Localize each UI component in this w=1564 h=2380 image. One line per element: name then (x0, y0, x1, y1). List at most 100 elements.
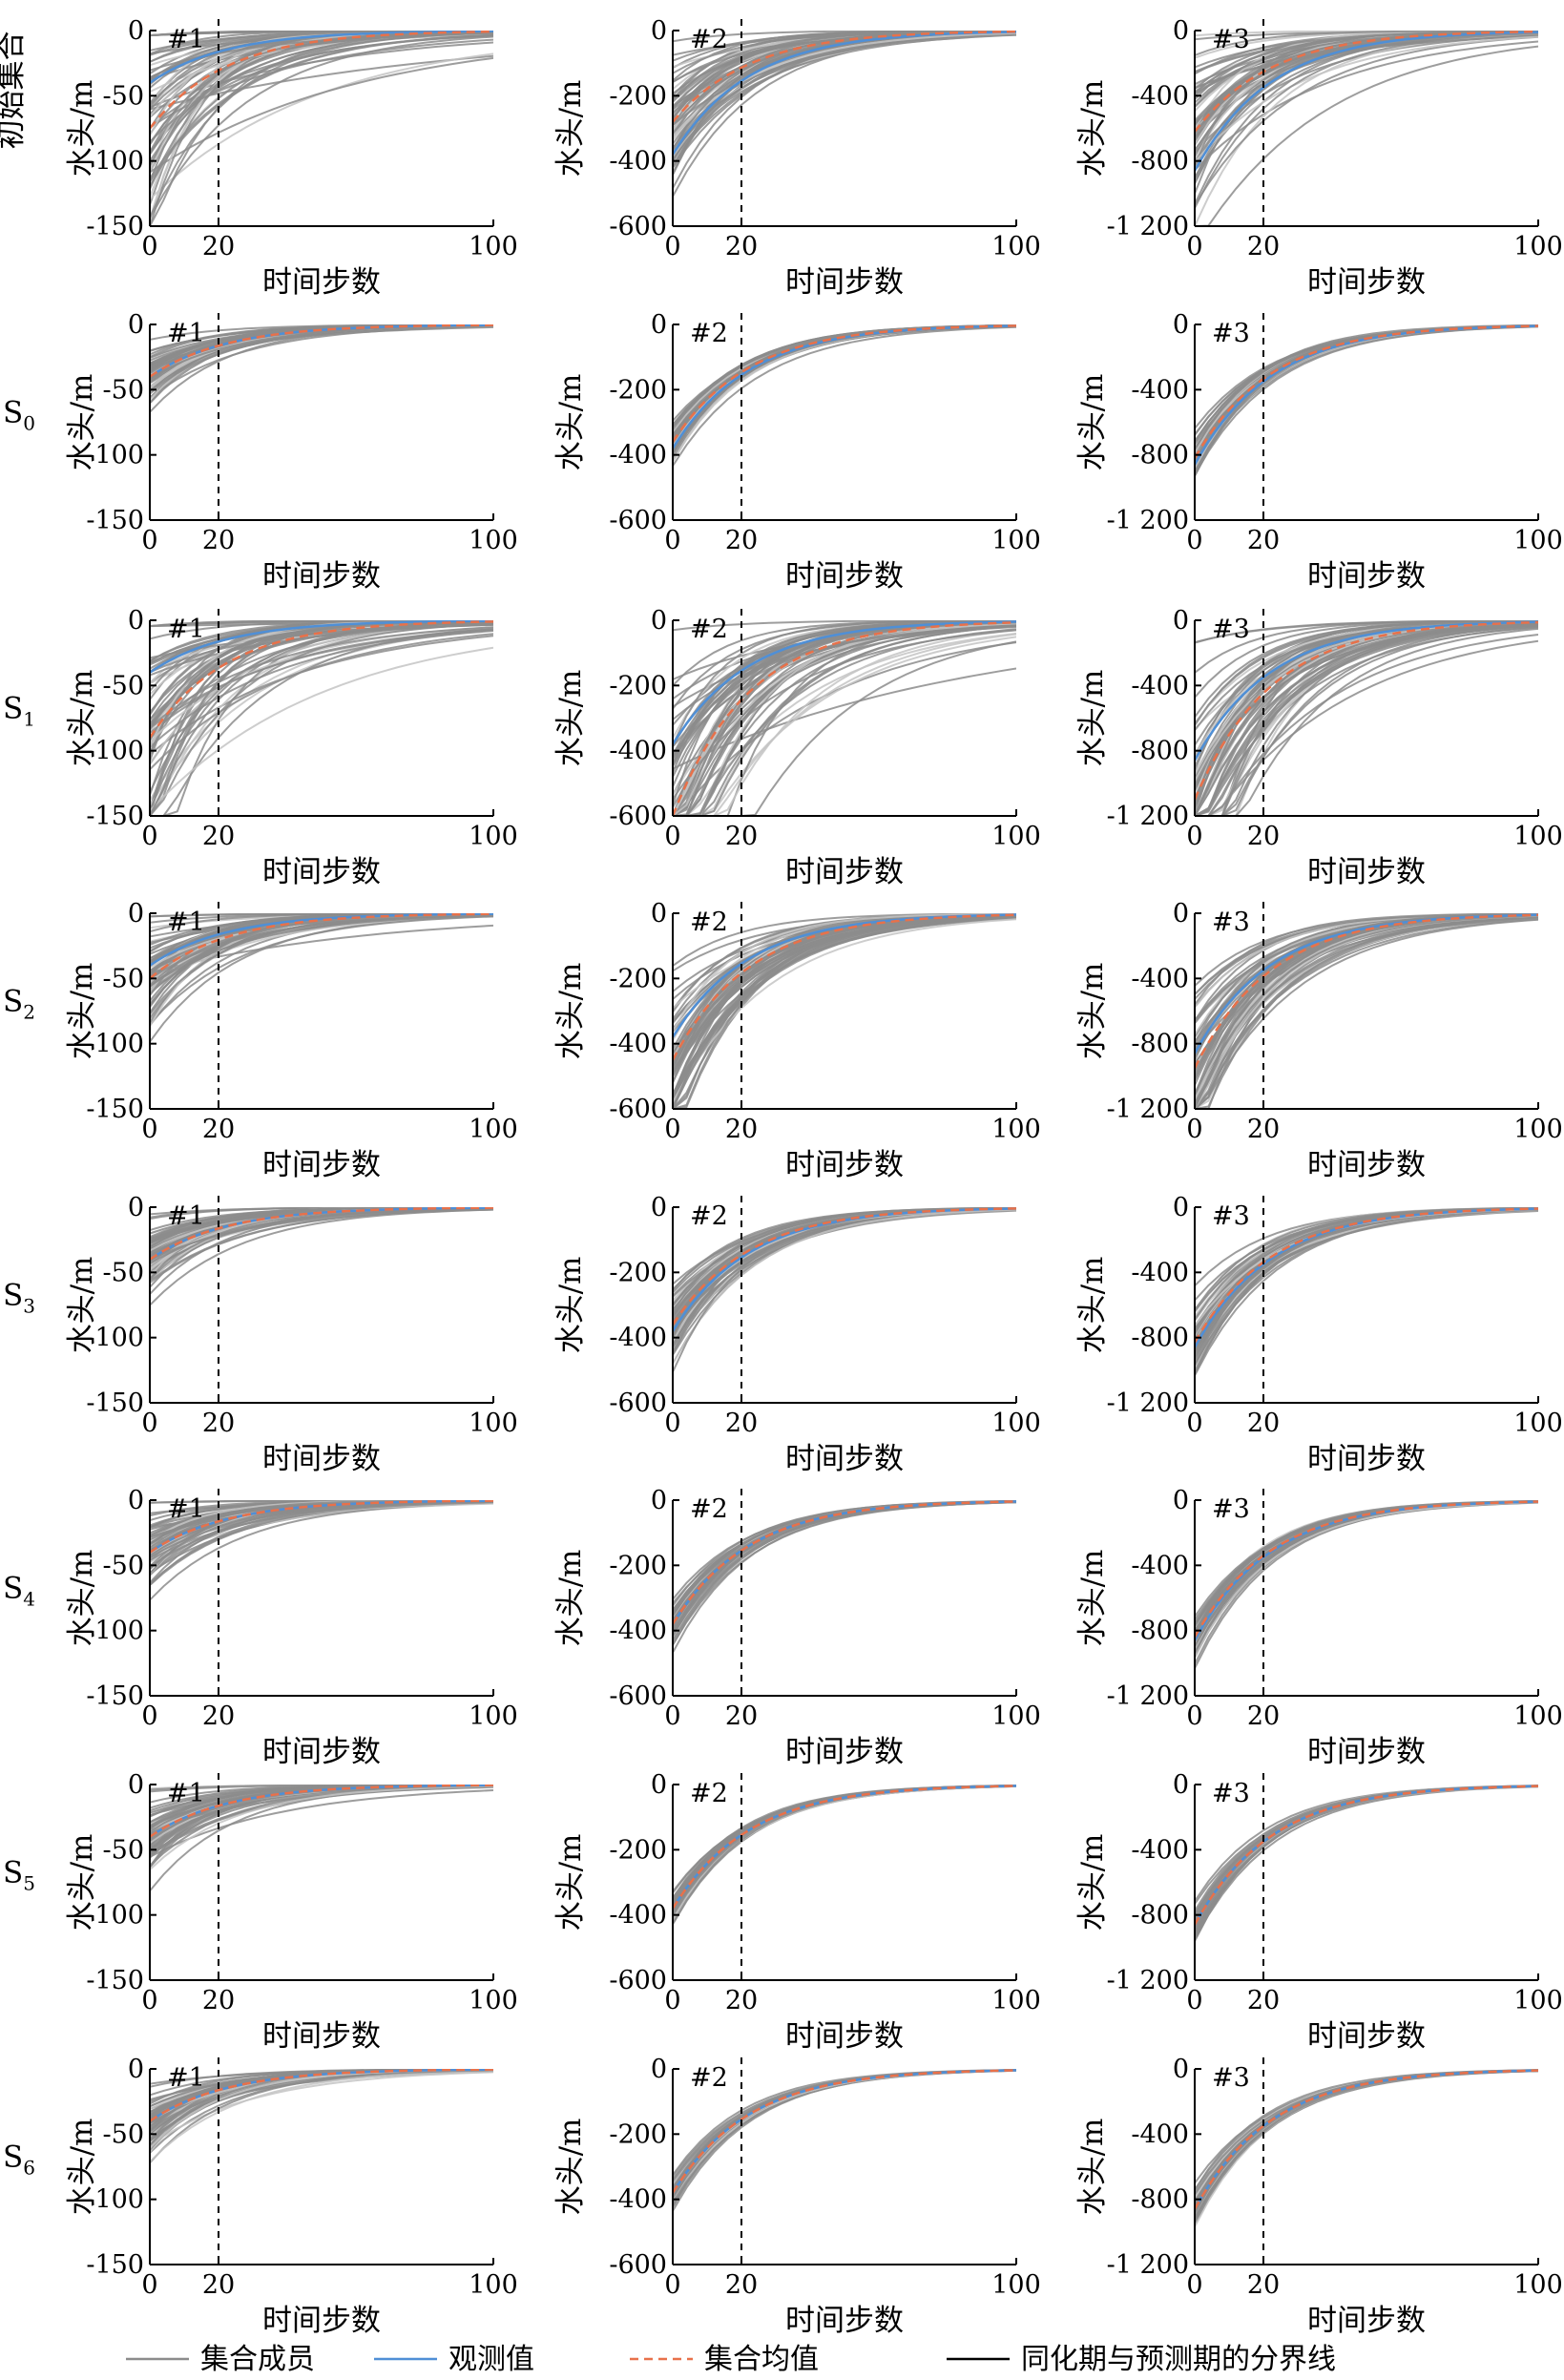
mean-line (1195, 620, 1538, 801)
x-tick-label: 100 (1513, 526, 1563, 555)
ensemble-lines (673, 31, 1016, 198)
x-axis-label: 时间步数 (262, 1735, 381, 1769)
x-tick-label: 20 (202, 1701, 235, 1731)
x-tick-label: 20 (725, 1986, 758, 2015)
y-axis-label: 水头/m (1075, 374, 1110, 471)
ensemble-member (673, 31, 1016, 115)
x-tick-label: 20 (202, 822, 235, 851)
observed-line (1195, 31, 1538, 172)
y-axis-label: 水头/m (65, 2119, 99, 2216)
observed-line (150, 31, 493, 84)
y-tick-label: -50 (103, 81, 144, 111)
row-label-sub: 3 (23, 1295, 35, 1318)
y-tick-label: -400 (609, 1030, 667, 1059)
x-tick-label: 20 (725, 1701, 758, 1731)
x-tick-label: 0 (1186, 822, 1202, 851)
ensemble-member (673, 633, 1016, 816)
y-axis-label: 水头/m (1075, 1257, 1110, 1354)
legend-entry-1: 集合成员 (126, 2343, 315, 2376)
mean-line (150, 2069, 493, 2122)
y-axis-label: 水头/m (65, 963, 99, 1060)
ensemble-lines (150, 1207, 493, 1306)
y-axis-label: 水头/m (553, 1550, 588, 1647)
ensemble-member (1195, 34, 1538, 89)
x-axis-label: 时间步数 (1307, 2019, 1426, 2054)
x-axis-label: 时间步数 (1307, 1148, 1426, 1182)
well-tag: #1 (167, 2063, 205, 2093)
y-tick-label: -400 (609, 2185, 667, 2215)
y-tick-label: 0 (1173, 899, 1189, 929)
y-tick-label: -50 (103, 1258, 144, 1287)
row-label: 初始集合 (0, 31, 29, 150)
x-tick-label: 20 (725, 232, 758, 261)
ensemble-member (150, 38, 493, 129)
well-tag: #1 (167, 908, 205, 937)
row-label-sub: 0 (23, 412, 35, 435)
ensemble-member (1195, 627, 1538, 816)
mean-line (673, 1785, 1016, 1910)
x-tick-label: 20 (202, 2270, 235, 2300)
mean-line (1195, 1500, 1538, 1639)
y-tick-label: -400 (1131, 1258, 1189, 1287)
ensemble-member (1195, 624, 1538, 816)
x-tick-label: 0 (141, 232, 157, 261)
y-tick-label: -1 200 (1107, 2250, 1189, 2280)
row-label: S3 (3, 1279, 35, 1318)
x-tick-label: 0 (1186, 1409, 1202, 1438)
ensemble-member (1195, 324, 1538, 477)
x-axis-label: 时间步数 (262, 559, 381, 594)
x-axis-label: 时间步数 (1307, 559, 1426, 594)
well-tag: #1 (167, 319, 205, 348)
ensemble-lines (673, 1207, 1016, 1373)
x-tick-label: 0 (664, 526, 680, 555)
y-tick-label: 0 (128, 16, 144, 46)
legend-label: 同化期与预测期的分界线 (1021, 2343, 1336, 2376)
well-tag: #2 (690, 2063, 728, 2093)
ensemble-member (673, 1501, 1016, 1646)
y-tick-label: -1 200 (1107, 1681, 1189, 1711)
ensemble-member (673, 629, 1016, 800)
y-tick-label: -1 200 (1107, 1966, 1189, 1995)
ensemble-member (673, 1208, 1016, 1365)
ensemble-member (1195, 31, 1538, 56)
ensemble-member (1195, 913, 1538, 987)
row-label: S5 (3, 1856, 35, 1895)
legend-label: 集合均值 (704, 2343, 819, 2376)
well-tag: #2 (690, 1494, 728, 1524)
ensemble-member (1195, 32, 1538, 209)
ensemble-lines (1195, 31, 1538, 226)
x-tick-label: 20 (202, 232, 235, 261)
y-tick-label: -100 (86, 1617, 144, 1646)
y-tick-label: -400 (1131, 2119, 1189, 2149)
observed-line (150, 913, 493, 967)
ensemble-member (673, 915, 1016, 1097)
ensemble-member (673, 914, 1016, 1109)
y-tick-label: -200 (609, 1551, 667, 1580)
y-tick-label: -800 (1131, 1324, 1189, 1353)
well-tag: #1 (167, 615, 205, 644)
x-tick-label: 20 (1247, 2270, 1280, 2300)
x-axis-label: 时间步数 (785, 559, 904, 594)
ensemble-member (673, 914, 1016, 1106)
x-tick-label: 0 (664, 822, 680, 851)
mean-line (150, 324, 493, 378)
row-label: S1 (3, 692, 35, 731)
y-tick-label: -800 (1131, 1030, 1189, 1059)
ensemble-member (150, 33, 493, 179)
ensemble-member (673, 916, 1016, 1096)
row-label: S2 (3, 985, 35, 1024)
y-tick-label: 0 (1173, 16, 1189, 46)
x-tick-label: 100 (469, 232, 518, 261)
